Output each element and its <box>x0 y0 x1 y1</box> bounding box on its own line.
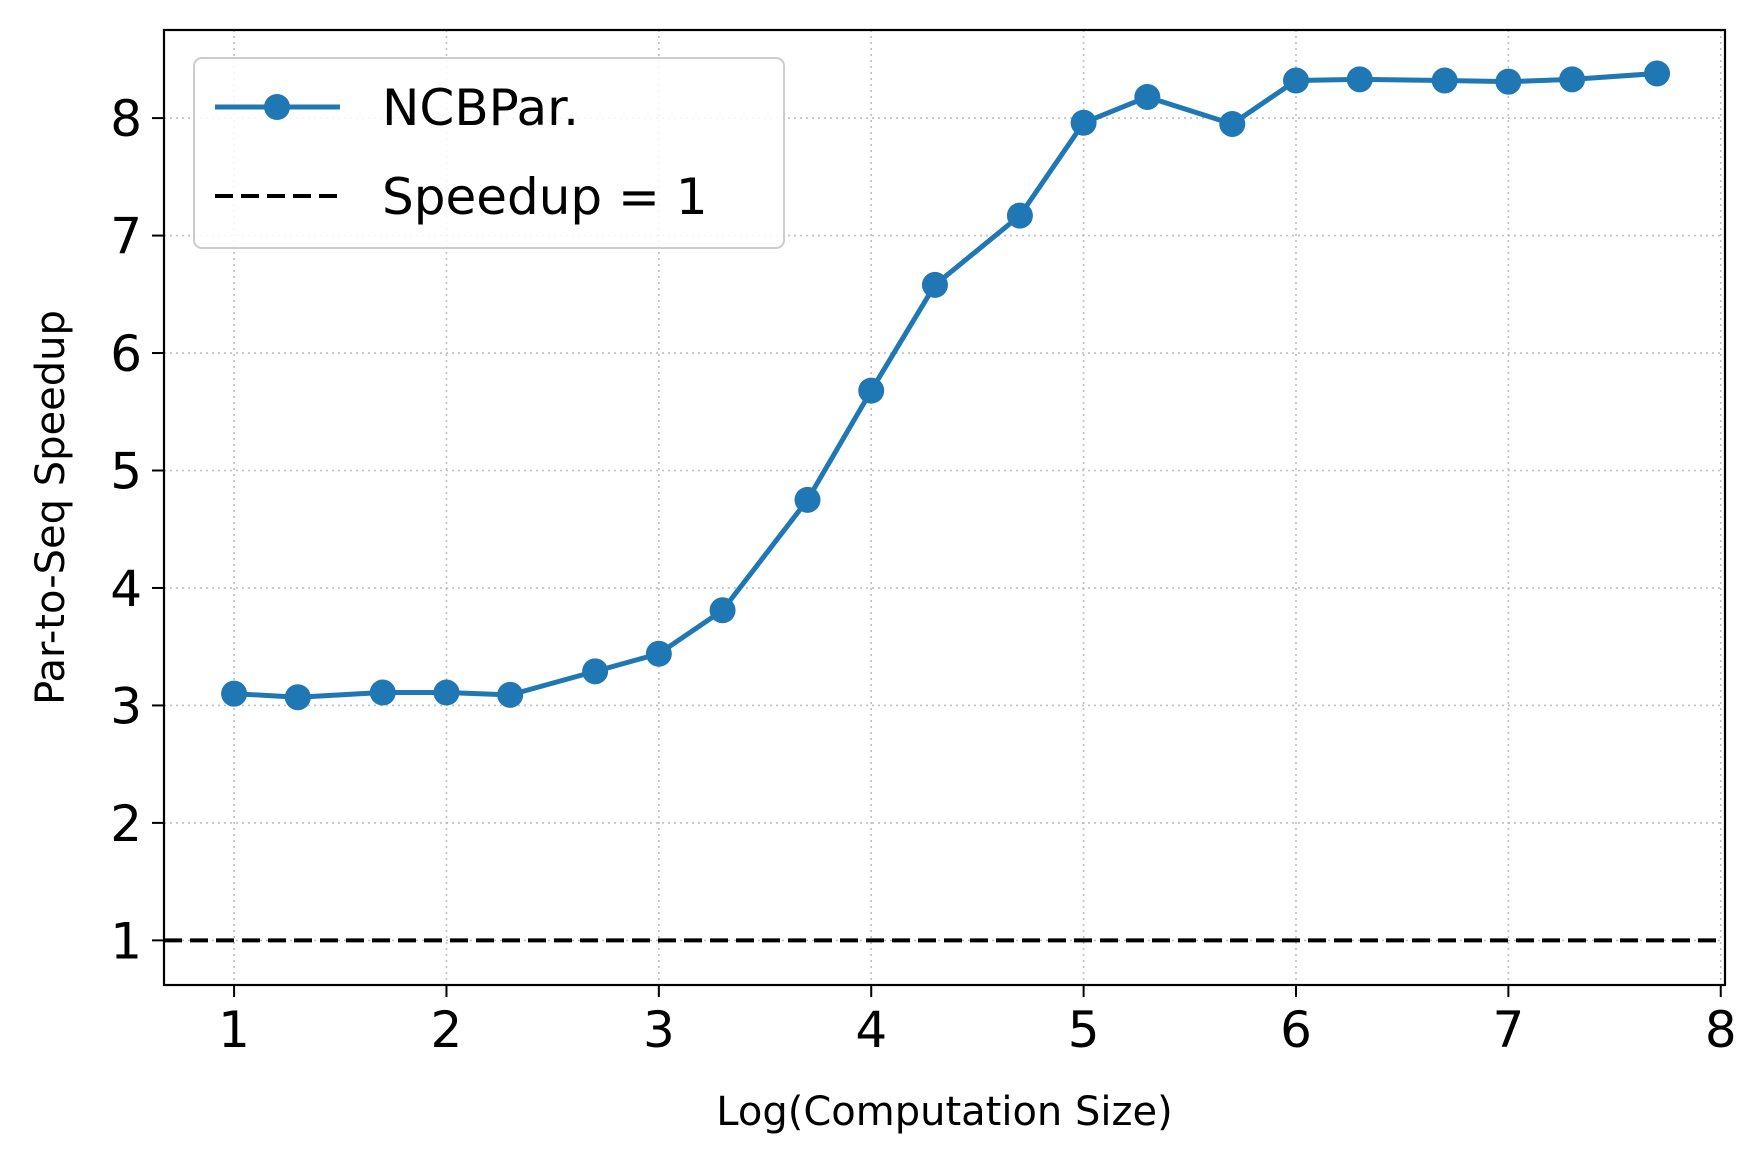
data-point <box>1134 83 1161 110</box>
legend-label-ncbpar: NCBPar. <box>382 79 579 137</box>
data-point <box>645 640 672 667</box>
data-point <box>1282 67 1309 94</box>
legend-marker-ncbpar <box>264 94 290 120</box>
series-layer <box>164 60 1725 943</box>
plot-frame <box>162 28 1727 987</box>
x-tick-label: 7 <box>1492 1001 1524 1059</box>
x-axis: 1 2 3 4 5 6 7 8 <box>218 985 1737 1059</box>
data-point <box>1495 68 1522 95</box>
data-point <box>284 684 311 711</box>
data-point <box>1644 60 1671 87</box>
y-tick-label: 1 <box>110 912 142 970</box>
y-tick-label: 5 <box>110 442 142 500</box>
x-tick-label: 1 <box>218 1001 250 1059</box>
data-point <box>1070 109 1097 136</box>
x-tick-label: 6 <box>1280 1001 1312 1059</box>
x-tick-label: 5 <box>1068 1001 1100 1059</box>
data-point <box>1219 110 1246 137</box>
data-point <box>921 271 948 298</box>
x-tick-label: 3 <box>643 1001 675 1059</box>
y-tick-label: 6 <box>110 325 142 383</box>
legend: NCBPar. Speedup = 1 <box>193 57 785 249</box>
x-tick-label: 2 <box>431 1001 463 1059</box>
x-tick-label: 8 <box>1705 1001 1737 1059</box>
data-point <box>1431 67 1458 94</box>
data-point <box>497 681 524 708</box>
y-axis-title: Par-to-Seq Speedup <box>28 310 74 705</box>
y-tick-label: 2 <box>110 795 142 853</box>
x-axis-title: Log(Computation Size) <box>716 1089 1172 1135</box>
y-tick-label: 8 <box>110 90 142 148</box>
data-point <box>221 680 248 707</box>
data-point <box>582 658 609 685</box>
y-tick-label: 7 <box>110 208 142 266</box>
data-point <box>858 377 885 404</box>
data-point <box>1346 66 1373 93</box>
data-point <box>369 679 396 706</box>
x-tick-label: 4 <box>855 1001 887 1059</box>
data-point <box>794 486 821 513</box>
y-tick-label: 3 <box>110 677 142 735</box>
y-axis: 1 2 3 4 5 6 7 8 <box>110 90 164 970</box>
data-point <box>433 679 460 706</box>
data-point <box>709 597 736 624</box>
legend-label-speedup-1: Speedup = 1 <box>382 168 708 226</box>
data-point <box>1006 202 1033 229</box>
y-tick-label: 4 <box>110 560 142 618</box>
data-point <box>1559 66 1586 93</box>
legend-box <box>193 57 785 249</box>
